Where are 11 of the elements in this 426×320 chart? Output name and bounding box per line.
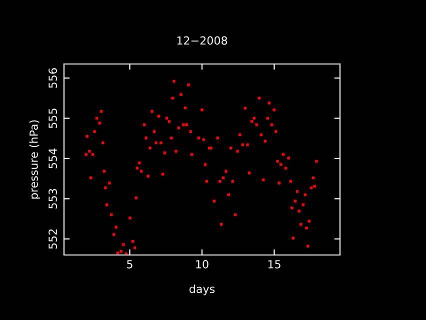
x-tick-label: 10	[196, 260, 208, 268]
chart-title: 12−2008	[177, 36, 228, 45]
y-tick-label: 553	[48, 188, 57, 208]
y-tick-label: 554	[48, 148, 57, 168]
x-tick-label: 5	[127, 260, 132, 268]
y-tick-label: 555	[48, 108, 57, 128]
x-tick-label: 15	[268, 260, 280, 268]
x-axis-title: days	[190, 284, 215, 296]
y-tick-label: 556	[48, 68, 57, 88]
y-axis-title: pressure (hPa)	[29, 120, 40, 199]
y-tick-label: 552	[48, 229, 57, 249]
